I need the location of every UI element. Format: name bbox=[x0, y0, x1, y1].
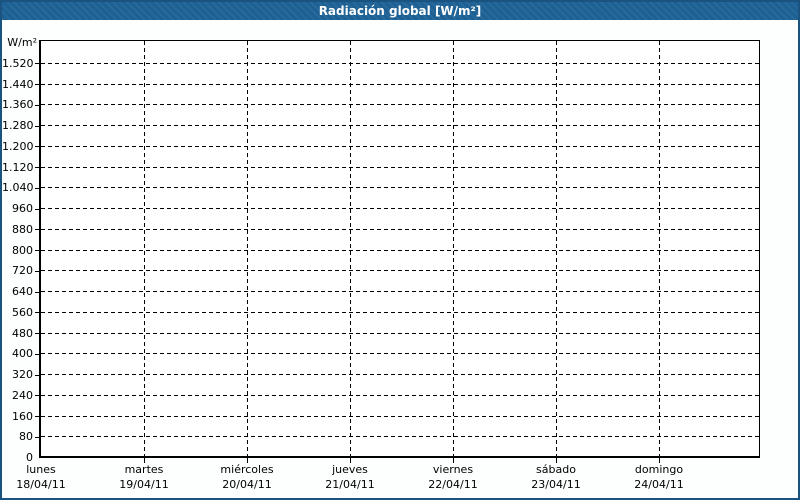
day-name-label: sábado bbox=[536, 463, 576, 476]
day-name-label: martes bbox=[124, 463, 164, 476]
x-axis-day-label: miércoles 20/04/11 bbox=[197, 463, 297, 492]
gridline-y-1280 bbox=[41, 125, 759, 126]
y-axis-label: 160 bbox=[12, 409, 33, 423]
gridline-y-640 bbox=[41, 291, 759, 292]
x-axis-day-label: martes 19/04/11 bbox=[94, 463, 194, 492]
x-axis-tick bbox=[556, 458, 557, 463]
chart-title: Radiación global [W/m²] bbox=[318, 4, 482, 18]
y-axis-label: 800 bbox=[12, 243, 33, 257]
y-axis-label: 400 bbox=[12, 347, 33, 361]
y-axis-label: 1.440 bbox=[2, 77, 34, 91]
day-date-label: 24/04/11 bbox=[634, 478, 684, 491]
x-axis-tick bbox=[350, 458, 351, 463]
day-date-label: 23/04/11 bbox=[531, 478, 581, 491]
gridline-y-1040 bbox=[41, 187, 759, 189]
day-date-label: 20/04/11 bbox=[222, 478, 272, 491]
x-axis-tick bbox=[453, 458, 454, 463]
gridline-y-1200 bbox=[41, 145, 759, 147]
y-axis-label: 960 bbox=[12, 202, 33, 215]
y-axis-tick bbox=[35, 229, 39, 231]
gridline-y-80 bbox=[41, 436, 759, 438]
y-axis-tick bbox=[35, 63, 39, 65]
gridline-x-martes bbox=[144, 41, 145, 456]
y-axis-label: 1.280 bbox=[2, 119, 34, 132]
gridline-y-160 bbox=[41, 415, 759, 417]
x-axis-day-label: domingo 24/04/11 bbox=[609, 463, 709, 492]
y-axis-tick bbox=[35, 291, 39, 293]
y-axis-tick bbox=[35, 167, 39, 168]
gridline-y-400 bbox=[41, 353, 759, 355]
day-name-label: lunes bbox=[26, 463, 56, 476]
y-axis-label: 1.120 bbox=[2, 160, 34, 174]
gridline-y-960 bbox=[41, 208, 759, 209]
y-axis-tick bbox=[35, 416, 39, 417]
y-axis-tick bbox=[35, 187, 39, 189]
y-axis-tick bbox=[35, 104, 39, 106]
gridline-y-560 bbox=[41, 311, 759, 313]
gridline-y-1440 bbox=[41, 83, 759, 85]
gridline-x-domingo bbox=[659, 41, 660, 456]
x-axis-day-label: jueves 21/04/11 bbox=[300, 463, 400, 492]
y-axis-tick bbox=[35, 250, 39, 251]
gridline-y-480 bbox=[41, 332, 759, 334]
y-axis-tick bbox=[35, 353, 39, 355]
y-axis-label: 320 bbox=[12, 368, 33, 381]
day-date-label: 22/04/11 bbox=[428, 478, 478, 491]
day-name-label: miércoles bbox=[220, 463, 274, 476]
day-name-label: viernes bbox=[432, 463, 474, 476]
x-axis-tick bbox=[659, 458, 660, 463]
gridline-y-800 bbox=[41, 249, 759, 251]
day-date-label: 21/04/11 bbox=[325, 478, 375, 491]
x-axis-day-label: sábado 23/04/11 bbox=[506, 463, 606, 492]
x-axis-day-label: lunes 18/04/11 bbox=[2, 463, 91, 492]
gridline-y-880 bbox=[41, 228, 759, 230]
chart-title-bar: Radiación global [W/m²] bbox=[2, 2, 798, 20]
y-axis-tick bbox=[35, 146, 39, 148]
y-axis-label: 480 bbox=[12, 326, 33, 340]
y-axis-label: 1.200 bbox=[2, 139, 34, 153]
y-axis-tick bbox=[35, 312, 39, 314]
day-date-label: 18/04/11 bbox=[16, 478, 66, 491]
y-axis-unit-label: W/m² bbox=[7, 36, 37, 49]
gridline-y-1520 bbox=[41, 62, 759, 64]
gridline-x-viernes bbox=[453, 41, 454, 456]
y-axis-label: 1.360 bbox=[2, 98, 34, 112]
day-name-label: domingo bbox=[634, 463, 684, 476]
gridline-y-240 bbox=[41, 394, 759, 396]
y-axis-tick bbox=[35, 436, 39, 438]
y-axis-tick bbox=[35, 374, 39, 376]
y-axis-label: 880 bbox=[12, 222, 33, 236]
day-date-label: 19/04/11 bbox=[119, 478, 169, 491]
y-axis-label: 560 bbox=[12, 305, 33, 319]
chart-area: W/m² 1.520 1.440 1.360 1.280 1.200 1.120 1.040… bbox=[2, 20, 798, 498]
gridline-x-jueves bbox=[350, 41, 351, 456]
gridline-x-sábado bbox=[556, 41, 557, 456]
y-axis-tick bbox=[35, 208, 39, 210]
y-axis-label: 1.520 bbox=[2, 56, 34, 70]
y-axis-label: 240 bbox=[12, 388, 33, 402]
y-axis-label: 1.040 bbox=[2, 181, 34, 195]
gridline-y-1120 bbox=[41, 166, 759, 168]
x-axis-tick bbox=[144, 458, 145, 463]
y-axis-tick bbox=[35, 395, 39, 397]
gridline-y-720 bbox=[41, 270, 759, 272]
gridline-y-1360 bbox=[41, 104, 759, 106]
x-axis-tick bbox=[247, 458, 248, 463]
y-axis-label: 0 bbox=[26, 451, 33, 464]
day-name-label: jueves bbox=[332, 463, 368, 476]
y-axis-tick bbox=[35, 333, 39, 334]
y-axis-tick bbox=[35, 125, 39, 127]
y-axis-label: 720 bbox=[12, 264, 33, 278]
y-axis-tick bbox=[35, 270, 39, 272]
y-axis-label: 640 bbox=[12, 285, 33, 298]
gridline-y-320 bbox=[41, 374, 759, 375]
plot-area bbox=[39, 40, 760, 458]
x-axis-day-label: viernes 22/04/11 bbox=[403, 463, 503, 492]
gridline-x-miércoles bbox=[247, 41, 248, 456]
y-axis-tick bbox=[35, 84, 39, 85]
y-axis-label: 80 bbox=[19, 430, 33, 444]
